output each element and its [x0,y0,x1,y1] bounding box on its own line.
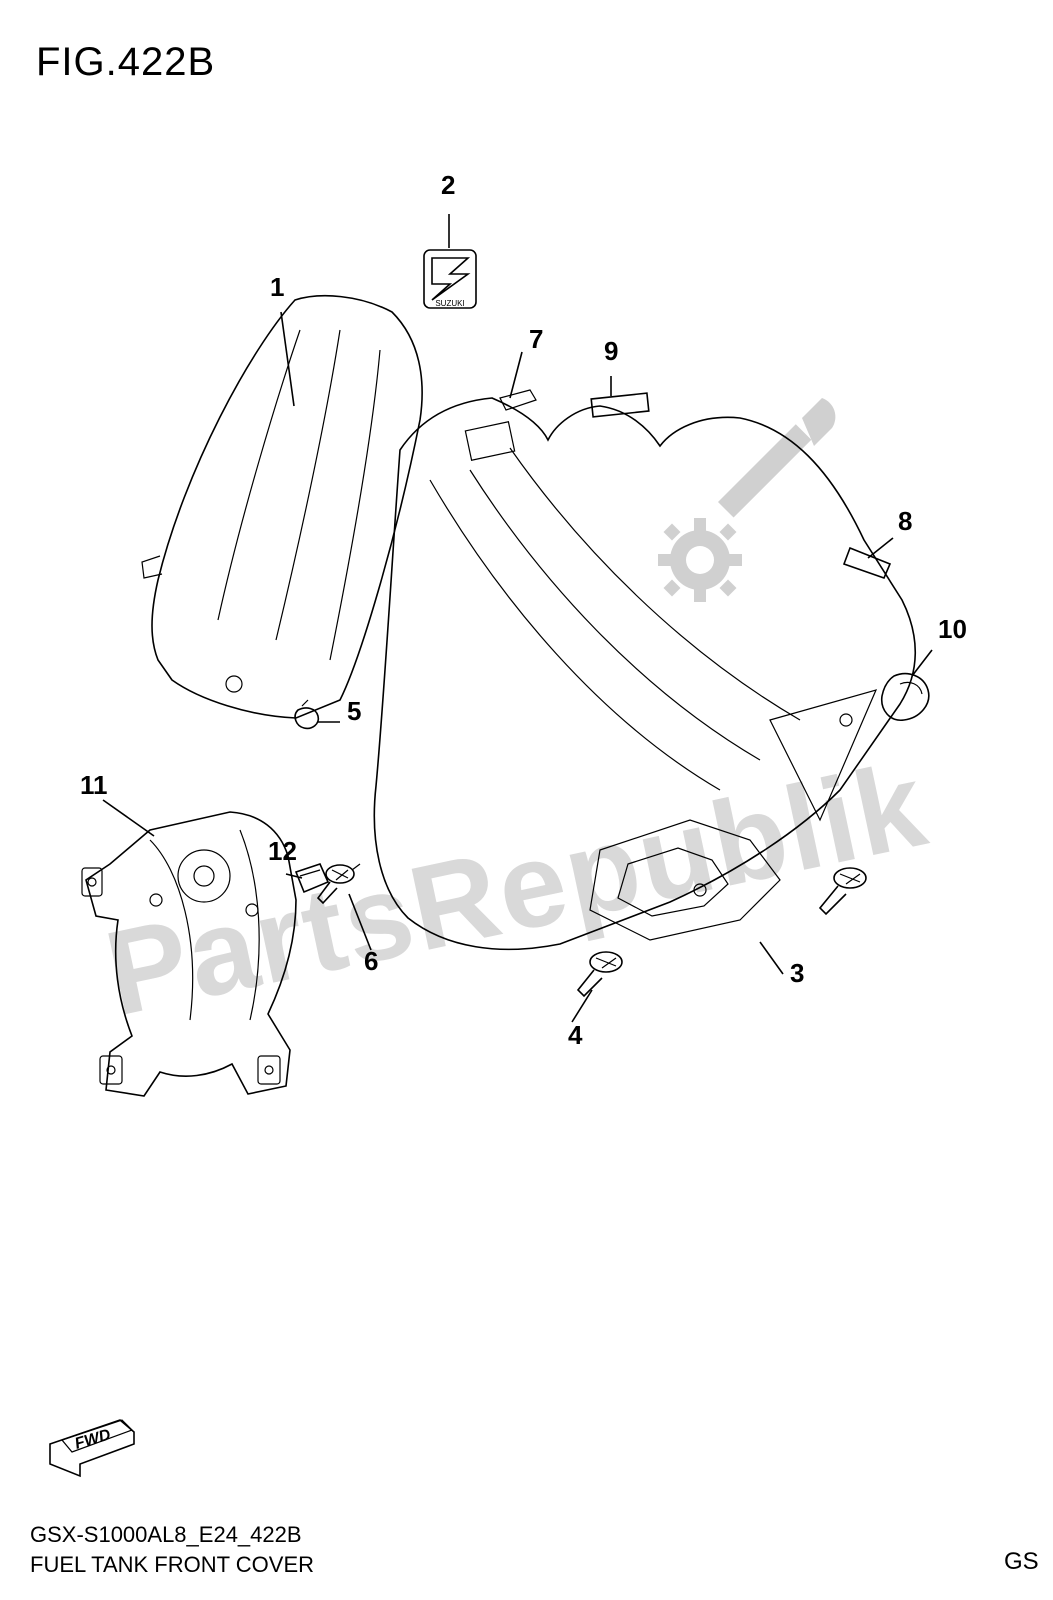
cushion-part-10 [882,674,929,721]
svg-text:FWD: FWD [73,1426,113,1453]
edge-part-8 [844,548,890,578]
callout-5: 5 [347,696,361,727]
callout-8: 8 [898,506,912,537]
label-part-9 [591,393,649,417]
callout-4: 4 [568,1020,582,1051]
svg-text:SUZUKI: SUZUKI [435,299,464,308]
callout-2: 2 [441,170,455,201]
callout-1: 1 [270,272,284,303]
callout-6: 6 [364,946,378,977]
footer-caption: FUEL TANK FRONT COVER [30,1552,314,1578]
diagram-page: PartsRepublik FIG.422B [0,0,1053,1600]
parts-diagram: SUZUKI [0,0,1053,1600]
callout-10: 10 [938,614,967,645]
panel-left [142,296,422,718]
screw-part-4 [578,952,622,996]
callout-12: 12 [268,836,297,867]
footer-right-label: GS [1004,1548,1039,1576]
callout-7: 7 [529,324,543,355]
footer-code: GSX-S1000AL8_E24_422B [30,1522,302,1548]
panel-right [374,398,915,949]
emblem-suzuki: SUZUKI [424,250,476,308]
bracket-part-11 [82,812,296,1096]
tab-part-7 [500,390,536,410]
callout-9: 9 [604,336,618,367]
leader-lines [103,214,932,1022]
fwd-arrow-icon: FWD [50,1420,134,1476]
screw-part-3 [820,868,866,914]
callout-11: 11 [80,770,108,801]
callout-3: 3 [790,958,804,989]
